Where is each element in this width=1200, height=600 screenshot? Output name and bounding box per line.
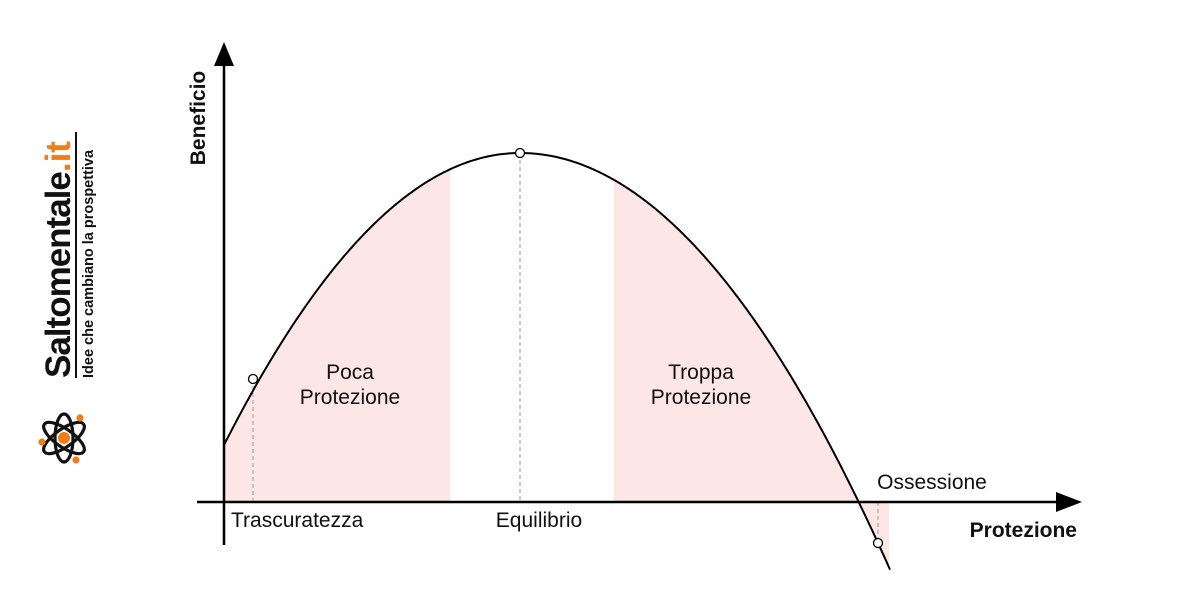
- benefit-curve: [223, 152, 891, 571]
- brand-logo: Saltomentale.it Idee che cambiano la pro…: [39, 132, 97, 378]
- atom-icon: [38, 412, 86, 464]
- point-balance: [514, 147, 526, 159]
- y-axis-arrow: [214, 42, 234, 66]
- x-axis-title: Protezione: [970, 519, 1077, 542]
- label-high-line1: Troppa: [668, 361, 734, 384]
- brand-name: Saltomentale: [39, 172, 78, 378]
- shaded-regions: [224, 153, 857, 502]
- label-balance: Equilibrio: [496, 509, 582, 532]
- label-low-line2: Protezione: [300, 386, 400, 409]
- y-axis-title: Beneficio: [187, 71, 210, 166]
- label-high-line2: Protezione: [651, 386, 751, 409]
- region-low-protection: [224, 153, 450, 502]
- label-neglect: Trascuratezza: [231, 509, 364, 532]
- label-obsession: Ossessione: [877, 471, 987, 494]
- point-neglect: [247, 373, 259, 385]
- point-obsession: [872, 537, 884, 549]
- x-axis-arrow: [1056, 492, 1082, 512]
- region-obsession: [856, 502, 889, 568]
- brand-tagline: Idee che cambiano la prospettiva: [81, 149, 97, 378]
- svg-text:Saltomentale.it: Saltomentale.it: [39, 141, 78, 378]
- brand-tld: .it: [39, 141, 78, 172]
- label-low-line1: Poca: [326, 361, 374, 384]
- region-high-protection: [614, 153, 857, 502]
